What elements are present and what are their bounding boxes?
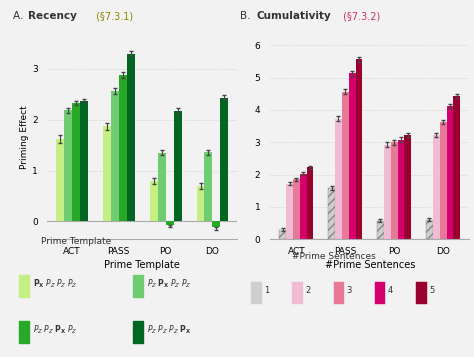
Text: 1: 1 (264, 286, 269, 296)
Bar (307, 167, 313, 239)
Bar (56, 139, 64, 221)
Bar (391, 142, 398, 239)
Bar (80, 101, 88, 221)
Bar (433, 135, 440, 239)
Bar (197, 186, 204, 221)
Text: $P_Z$ $P_Z$ $\mathbf{P_X}$ $P_Z$: $P_Z$ $P_Z$ $\mathbf{P_X}$ $P_Z$ (33, 324, 78, 337)
Bar (328, 188, 335, 239)
Bar (356, 59, 363, 239)
Bar (286, 183, 293, 239)
Bar (342, 92, 349, 239)
X-axis label: #Prime Sentences: #Prime Sentences (325, 260, 415, 270)
Bar (377, 221, 384, 239)
Bar (335, 119, 342, 239)
Bar (72, 103, 80, 221)
Text: 5: 5 (429, 286, 434, 296)
Text: 3: 3 (346, 286, 352, 296)
Bar (398, 140, 404, 239)
X-axis label: Prime Template: Prime Template (104, 260, 180, 270)
Bar (349, 74, 356, 239)
Bar (103, 126, 111, 221)
Y-axis label: Priming Effect: Priming Effect (20, 106, 29, 169)
Text: Prime Template: Prime Template (41, 237, 111, 246)
Bar (173, 111, 182, 221)
Text: (§7.3.2): (§7.3.2) (340, 11, 380, 21)
Bar (165, 221, 173, 225)
Bar (447, 106, 453, 239)
Bar (158, 153, 165, 221)
Bar (64, 110, 72, 221)
Bar (204, 152, 212, 221)
Text: $\mathbf{P_X}$ $P_Z$ $P_Z$ $P_Z$: $\mathbf{P_X}$ $P_Z$ $P_Z$ $P_Z$ (33, 277, 78, 290)
Bar (300, 174, 307, 239)
Text: $P_Z$ $\mathbf{P_X}$ $P_Z$ $P_Z$: $P_Z$ $\mathbf{P_X}$ $P_Z$ $P_Z$ (147, 277, 191, 290)
Bar (150, 181, 158, 221)
Bar (453, 96, 460, 239)
Text: B.: B. (240, 11, 254, 21)
Bar (384, 145, 391, 239)
Bar (111, 91, 119, 221)
Bar (127, 54, 135, 221)
Bar (119, 75, 127, 221)
Bar (426, 220, 433, 239)
Text: Cumulativity: Cumulativity (256, 11, 331, 21)
Text: (§7.3.1): (§7.3.1) (93, 11, 133, 21)
Text: A.: A. (13, 11, 27, 21)
Text: 2: 2 (305, 286, 310, 296)
Bar (293, 180, 300, 239)
Bar (220, 98, 228, 221)
Text: #Prime Sentences: #Prime Sentences (292, 252, 375, 261)
Text: $P_Z$ $P_Z$ $P_Z$ $\mathbf{P_X}$: $P_Z$ $P_Z$ $P_Z$ $\mathbf{P_X}$ (147, 324, 191, 337)
Bar (440, 122, 447, 239)
Text: Recency: Recency (28, 11, 77, 21)
Text: 4: 4 (388, 286, 393, 296)
Bar (279, 230, 286, 239)
Bar (212, 221, 220, 227)
Bar (404, 135, 411, 239)
